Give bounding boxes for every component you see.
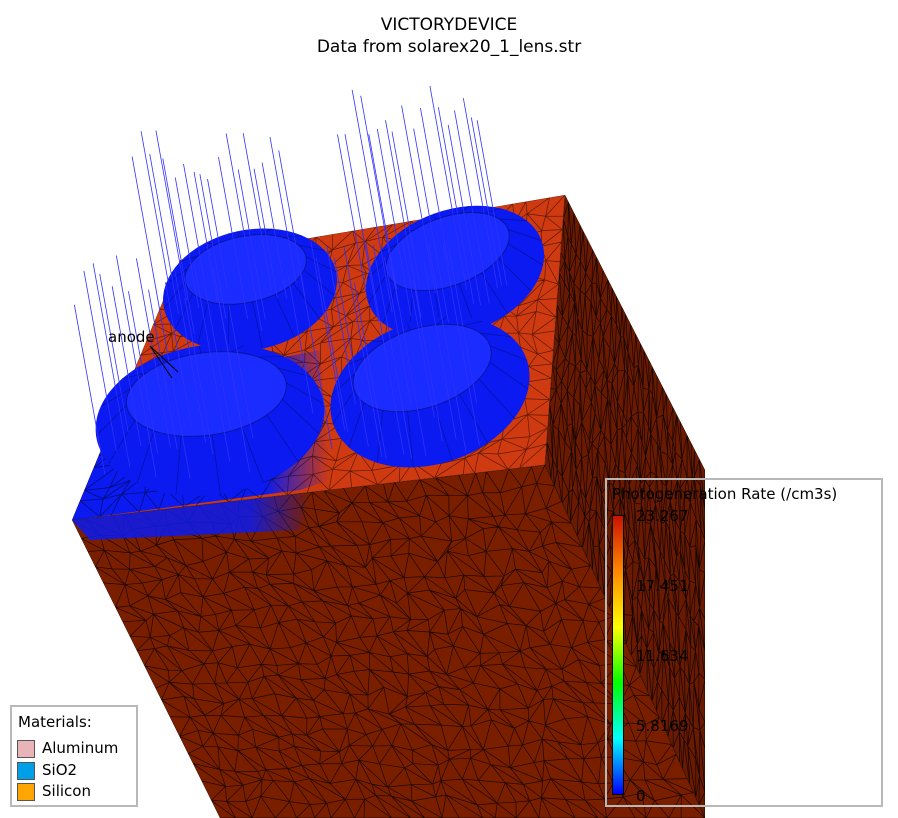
colorbar-tick-min: 0 bbox=[636, 787, 646, 805]
lens-cap bbox=[352, 323, 492, 413]
silicon-swatch bbox=[17, 783, 35, 801]
plot-subtitle: Data from solarex20_1_lens.str bbox=[316, 37, 582, 57]
light-rays bbox=[73, 85, 508, 480]
lens-mesh bbox=[366, 205, 544, 338]
colorbar-tick-3: 11.634 bbox=[636, 647, 689, 665]
anode-leader-2 bbox=[149, 345, 173, 379]
material-label: Aluminum bbox=[42, 739, 119, 757]
colorbar-title: Photogeneration Rate (/cm3s) bbox=[612, 485, 838, 503]
colorbar-tick-4: 5.8169 bbox=[636, 717, 689, 735]
lens-mesh bbox=[331, 316, 529, 468]
plot-title: VICTORYDEVICE bbox=[380, 15, 518, 35]
material-label: SiO2 bbox=[42, 761, 78, 779]
aluminum-swatch bbox=[17, 740, 35, 758]
colorbar-tick-2: 17.451 bbox=[636, 577, 689, 595]
lens-cap bbox=[125, 351, 287, 437]
material-label: Silicon bbox=[42, 782, 91, 800]
materials-title: Materials: bbox=[18, 713, 92, 731]
high-generation-front-region bbox=[72, 492, 310, 540]
colorbar-tick-max: 23.267 bbox=[636, 507, 689, 525]
mesh-lines bbox=[545, 195, 705, 818]
lens-1 bbox=[163, 228, 337, 352]
sio2-swatch bbox=[17, 762, 35, 780]
ray-lines bbox=[73, 85, 508, 480]
colorbar-scale bbox=[612, 515, 624, 795]
anode-label: anode bbox=[108, 328, 155, 346]
anode-leader bbox=[149, 345, 179, 373]
lens-mesh bbox=[95, 344, 325, 495]
mesh-side bbox=[545, 195, 705, 818]
colorbar-legend bbox=[605, 478, 883, 807]
lens-mesh bbox=[163, 228, 337, 352]
